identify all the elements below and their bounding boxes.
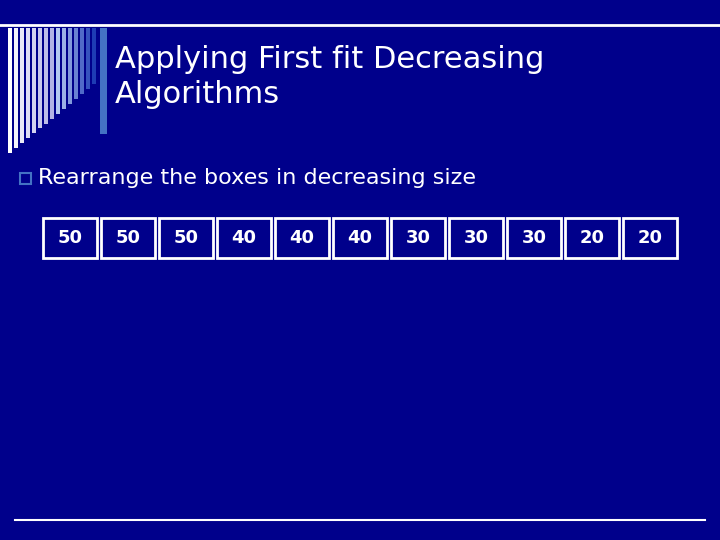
Bar (100, 28, 107, 134)
Bar (50, 28, 54, 119)
Bar (20, 172, 31, 184)
Text: Rearrange the boxes in decreasing size: Rearrange the boxes in decreasing size (38, 168, 476, 188)
Text: 30: 30 (405, 229, 431, 247)
Bar (20, 28, 24, 143)
Bar (38, 28, 42, 129)
Text: 40: 40 (348, 229, 372, 247)
Bar (14, 28, 18, 148)
Bar (565, 218, 619, 258)
Bar (62, 28, 66, 109)
Bar (32, 28, 36, 133)
Text: 20: 20 (637, 229, 662, 247)
Bar (101, 218, 155, 258)
Bar (391, 218, 445, 258)
Bar (80, 28, 84, 94)
Bar (68, 28, 72, 104)
Bar (449, 218, 503, 258)
Bar (623, 218, 677, 258)
Bar (26, 28, 30, 138)
Bar (333, 218, 387, 258)
Bar (92, 28, 96, 84)
Bar (217, 218, 271, 258)
Text: 40: 40 (232, 229, 256, 247)
Text: 30: 30 (521, 229, 546, 247)
Text: 50: 50 (115, 229, 140, 247)
Bar (86, 28, 90, 89)
Bar (74, 28, 78, 99)
Text: 50: 50 (58, 229, 83, 247)
Bar (159, 218, 213, 258)
Bar (56, 28, 60, 114)
Bar (44, 28, 48, 124)
Text: Applying First fit Decreasing: Applying First fit Decreasing (115, 45, 544, 74)
Text: 50: 50 (174, 229, 199, 247)
Text: 40: 40 (289, 229, 315, 247)
Text: 20: 20 (580, 229, 605, 247)
Text: Algorithms: Algorithms (115, 80, 280, 109)
Bar (43, 218, 97, 258)
Bar (8, 28, 12, 153)
Bar (507, 218, 561, 258)
Text: 30: 30 (464, 229, 488, 247)
Bar (275, 218, 329, 258)
